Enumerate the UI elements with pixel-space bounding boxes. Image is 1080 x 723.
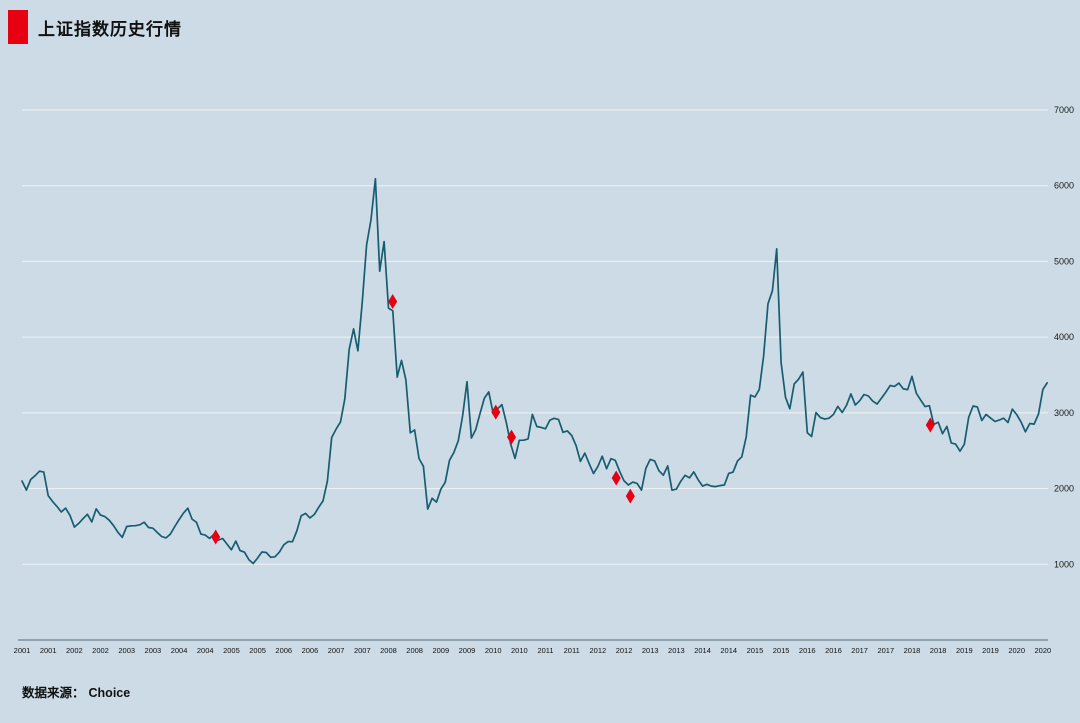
x-axis-tick-label: 2006 — [275, 646, 292, 655]
x-axis-tick-label: 2014 — [694, 646, 711, 655]
x-axis-tick-label: 2020 — [1008, 646, 1025, 655]
y-axis-tick-label: 1000 — [1054, 559, 1074, 569]
x-axis-tick-label: 2016 — [799, 646, 816, 655]
x-axis-tick-label: 2016 — [825, 646, 842, 655]
x-axis-tick-label: 2007 — [354, 646, 371, 655]
x-axis-tick-label: 2001 — [14, 646, 31, 655]
x-axis-tick-label: 2003 — [118, 646, 135, 655]
y-axis-tick-label: 2000 — [1054, 484, 1074, 494]
x-axis-tick-label: 2009 — [459, 646, 476, 655]
x-axis-tick-label: 2010 — [485, 646, 502, 655]
y-axis-tick-label: 4000 — [1054, 332, 1074, 342]
x-axis-tick-label: 2017 — [877, 646, 894, 655]
x-axis-tick-label: 2002 — [92, 646, 109, 655]
source-note: 数据来源： Choice — [22, 682, 130, 701]
x-axis-tick-label: 2003 — [145, 646, 162, 655]
x-axis-tick-label: 2006 — [302, 646, 319, 655]
x-axis-tick-label: 2019 — [982, 646, 999, 655]
x-axis-tick-label: 2011 — [564, 646, 580, 655]
x-axis-tick-label: 2002 — [66, 646, 83, 655]
x-axis-tick-label: 2019 — [956, 646, 973, 655]
x-axis-tick-label: 2013 — [668, 646, 685, 655]
event-marker-diamond — [611, 470, 621, 486]
x-axis-tick-label: 2014 — [720, 646, 737, 655]
x-axis-tick-label: 2005 — [223, 646, 240, 655]
x-axis-tick-label: 2017 — [851, 646, 868, 655]
chart-title: 上证指数历史行情 — [38, 19, 182, 39]
x-axis-tick-label: 2011 — [537, 646, 553, 655]
x-axis-tick-label: 2004 — [171, 646, 188, 655]
x-axis-tick-label: 2012 — [590, 646, 607, 655]
x-axis-tick-label: 2008 — [380, 646, 397, 655]
event-marker-diamond — [211, 529, 221, 545]
index-price-line — [21, 177, 1049, 565]
y-axis-tick-label: 6000 — [1054, 181, 1074, 191]
source-label: 数据来源： — [22, 686, 85, 700]
x-axis-tick-label: 2020 — [1035, 646, 1052, 655]
x-axis-tick-label: 2009 — [432, 646, 449, 655]
event-marker-diamond — [491, 404, 501, 420]
x-axis-tick-label: 2018 — [930, 646, 947, 655]
x-axis-tick-label: 2015 — [773, 646, 790, 655]
x-axis-tick-label: 2007 — [328, 646, 345, 655]
x-axis-tick-label: 2008 — [406, 646, 423, 655]
event-marker-diamond — [925, 417, 935, 433]
source-value: Choice — [88, 686, 131, 700]
x-axis-tick-label: 2015 — [747, 646, 764, 655]
x-axis-tick-label: 2005 — [249, 646, 266, 655]
x-axis-tick-label: 2018 — [904, 646, 921, 655]
event-marker-diamond — [506, 429, 516, 445]
title-accent-bar — [8, 10, 28, 44]
y-axis-tick-label: 3000 — [1054, 408, 1074, 418]
x-axis-tick-label: 2004 — [197, 646, 214, 655]
event-marker-diamond — [388, 294, 398, 310]
event-marker-diamond — [625, 488, 635, 504]
y-axis-tick-label: 5000 — [1054, 256, 1074, 266]
x-axis-tick-label: 2013 — [642, 646, 659, 655]
x-axis-tick-label: 2001 — [40, 646, 57, 655]
y-axis-tick-label: 7000 — [1054, 105, 1074, 115]
x-axis-tick-label: 2010 — [511, 646, 528, 655]
chart-header: 上证指数历史行情 — [8, 10, 182, 44]
x-axis-tick-label: 2012 — [616, 646, 633, 655]
